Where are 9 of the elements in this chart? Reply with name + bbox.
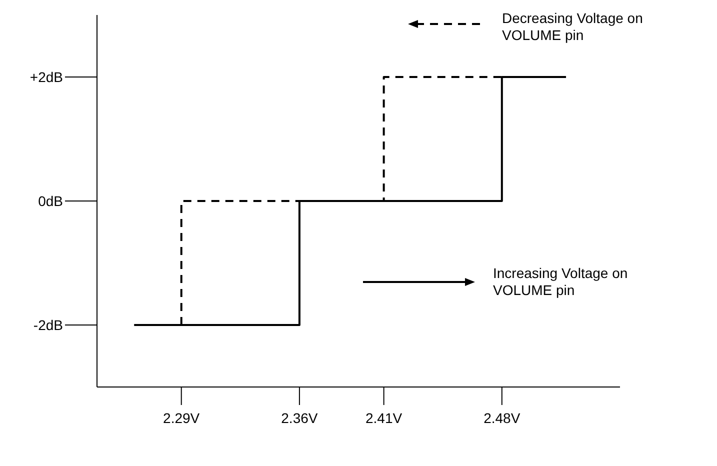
y-tick-label: -2dB	[33, 316, 63, 333]
y-tick-label: +2dB	[30, 68, 63, 85]
x-tick-label: 2.36V	[281, 410, 318, 426]
legend-label: Increasing Voltage on VOLUME pin	[493, 265, 629, 299]
x-tick-label: 2.48V	[484, 410, 521, 426]
y-tick-label: 0dB	[38, 192, 63, 209]
legend-label: Decreasing Voltage on VOLUME pin	[502, 10, 644, 44]
x-tick-label: 2.29V	[163, 410, 200, 426]
x-tick-label: 2.41V	[366, 410, 403, 426]
